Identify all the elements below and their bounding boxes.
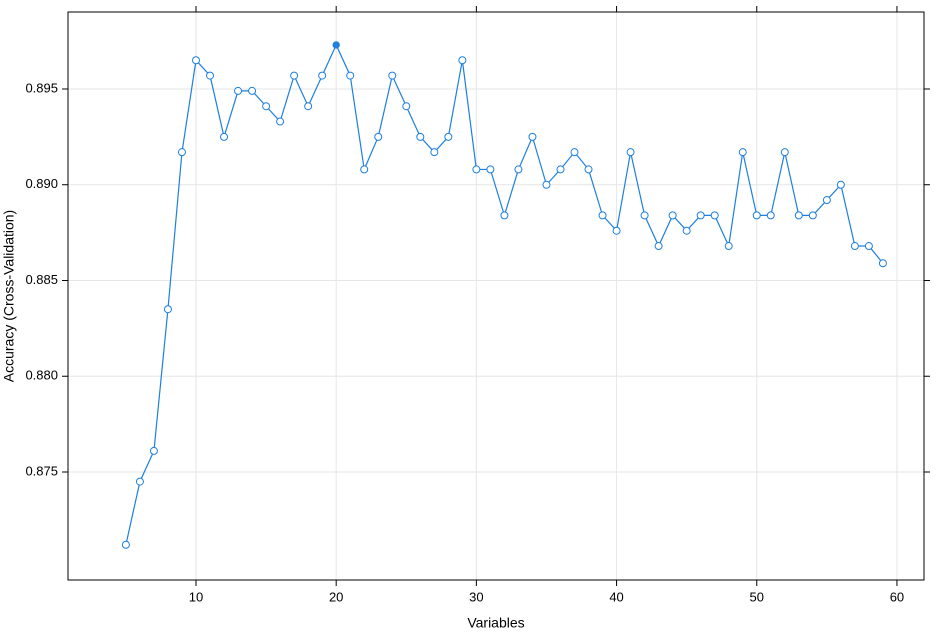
data-point xyxy=(360,165,369,174)
data-point xyxy=(640,211,649,220)
data-point xyxy=(766,211,775,220)
y-axis-title: Accuracy (Cross-Validation) xyxy=(1,210,17,382)
data-point xyxy=(598,211,607,220)
data-point xyxy=(444,132,453,141)
data-point xyxy=(808,211,817,220)
data-point xyxy=(318,71,327,80)
data-point xyxy=(234,86,243,95)
data-point xyxy=(262,102,271,111)
data-point xyxy=(850,242,859,251)
y-tick-label: 0.895 xyxy=(25,80,58,95)
data-point xyxy=(794,211,803,220)
x-tick-label: 30 xyxy=(469,589,483,604)
data-point xyxy=(486,165,495,174)
data-point xyxy=(458,56,467,65)
x-tick-label: 20 xyxy=(329,589,343,604)
data-point xyxy=(290,71,299,80)
data-point xyxy=(612,226,621,235)
data-point xyxy=(780,148,789,157)
data-point xyxy=(878,259,887,268)
data-point xyxy=(206,71,215,80)
data-point xyxy=(346,71,355,80)
data-point xyxy=(248,86,257,95)
data-point xyxy=(220,132,229,141)
data-point xyxy=(584,165,593,174)
data-point xyxy=(332,41,340,49)
data-point xyxy=(388,71,397,80)
data-point xyxy=(430,148,439,157)
data-point xyxy=(752,211,761,220)
data-point xyxy=(710,211,719,220)
data-point xyxy=(682,226,691,235)
data-point xyxy=(402,102,411,111)
data-point xyxy=(724,242,733,251)
data-point xyxy=(304,102,313,111)
data-point xyxy=(626,148,635,157)
data-point xyxy=(668,211,677,220)
data-point xyxy=(570,148,579,157)
data-point xyxy=(836,180,845,189)
data-point xyxy=(556,165,565,174)
x-tick-label: 10 xyxy=(189,589,203,604)
data-point xyxy=(135,477,144,486)
data-point xyxy=(500,211,509,220)
x-tick-label: 60 xyxy=(890,589,904,604)
data-point xyxy=(121,540,130,549)
data-point xyxy=(696,211,705,220)
data-point xyxy=(514,165,523,174)
y-tick-label: 0.880 xyxy=(25,368,58,383)
data-point xyxy=(864,242,873,251)
data-point xyxy=(738,148,747,157)
data-point xyxy=(822,196,831,205)
x-tick-label: 50 xyxy=(750,589,764,604)
y-tick-label: 0.885 xyxy=(25,272,58,287)
data-point xyxy=(528,132,537,141)
data-point xyxy=(177,148,186,157)
data-point xyxy=(191,56,200,65)
series-line xyxy=(125,43,884,545)
data-point xyxy=(149,446,158,455)
y-tick-label: 0.875 xyxy=(25,463,58,478)
x-tick-label: 40 xyxy=(609,589,623,604)
y-tick-label: 0.890 xyxy=(25,176,58,191)
data-point xyxy=(163,305,172,314)
data-point xyxy=(374,132,383,141)
data-point xyxy=(542,180,551,189)
data-point xyxy=(654,242,663,251)
data-point xyxy=(472,165,481,174)
x-axis-title: Variables xyxy=(467,615,524,631)
data-point xyxy=(276,117,285,126)
plot-frame xyxy=(67,11,925,581)
data-point xyxy=(416,132,425,141)
